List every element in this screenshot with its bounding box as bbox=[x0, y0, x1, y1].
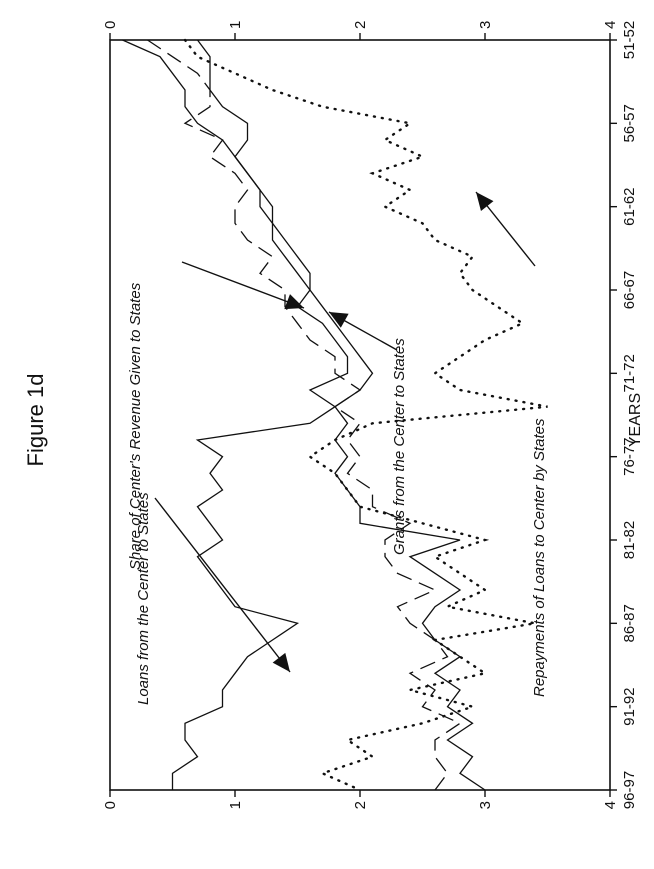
y-right-tick-label: 3 bbox=[477, 21, 494, 29]
y-left-tick-label: 0 bbox=[102, 801, 119, 809]
x-tick-label: 61-62 bbox=[621, 187, 638, 225]
annotation-label-2: Grants from the Center to States bbox=[391, 338, 408, 555]
series-line-2 bbox=[147, 39, 462, 791]
x-tick-label: 96-97 bbox=[621, 771, 638, 809]
annotation-arrow-0 bbox=[154, 497, 291, 673]
x-tick-label: 66-67 bbox=[621, 271, 638, 309]
chart-title: Figure 1d bbox=[23, 374, 48, 467]
series-line-3 bbox=[171, 39, 349, 790]
annotation-label-3: Repayments of Loans to Center by States bbox=[531, 418, 548, 697]
y-left-tick-label: 4 bbox=[602, 801, 619, 809]
y-right-tick-label: 2 bbox=[352, 21, 369, 29]
y-right-tick-label: 4 bbox=[602, 21, 619, 29]
annotation-label-1: Share of Center's Revenue Given to State… bbox=[127, 282, 144, 570]
y-left-tick-label: 2 bbox=[352, 801, 369, 809]
annotation-label-0: Loans from the Center to States bbox=[135, 492, 152, 705]
x-tick-label: 76-77 bbox=[621, 437, 638, 475]
y-left-tick-label: 1 bbox=[227, 801, 244, 809]
x-tick-label: 51-52 bbox=[621, 21, 638, 59]
series-layer bbox=[122, 38, 548, 792]
annotation-arrowhead-1 bbox=[284, 294, 304, 310]
annotation-arrowhead-0 bbox=[272, 652, 290, 672]
x-tick-label: 86-87 bbox=[621, 604, 638, 642]
y-right-tick-label: 0 bbox=[102, 21, 119, 29]
x-tick-label: 91-92 bbox=[621, 687, 638, 725]
annotation-arrow-1 bbox=[181, 261, 305, 309]
y-right-tick-label: 1 bbox=[227, 21, 244, 29]
annotation-arrowhead-2 bbox=[329, 312, 349, 328]
series-line-0 bbox=[183, 38, 548, 792]
annotation-arrowhead-3 bbox=[476, 192, 494, 212]
x-tick-label: 56-57 bbox=[621, 104, 638, 142]
x-tick-label: 71-72 bbox=[621, 354, 638, 392]
x-axis-title: YEARS bbox=[627, 393, 644, 447]
ticks-layer: 0 1 2 3 40 1 2 3 4 51-5256-5761-6266-6771-7276-77… bbox=[102, 21, 638, 810]
y-left-tick-label: 3 bbox=[477, 801, 494, 809]
x-tick-label: 81-82 bbox=[621, 521, 638, 559]
